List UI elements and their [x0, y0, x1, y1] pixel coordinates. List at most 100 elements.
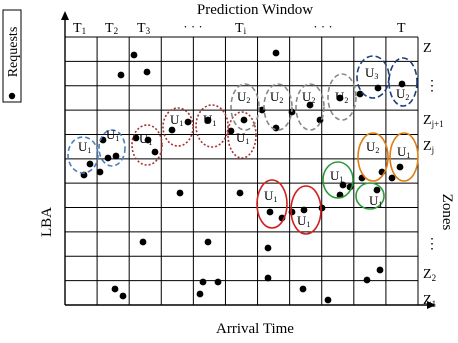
- request-dot: [111, 285, 119, 293]
- time-label-t2: T2: [105, 21, 118, 36]
- request-dot: [363, 276, 371, 284]
- cluster-gray_dashed: U2: [263, 83, 293, 131]
- request-dot: [266, 208, 274, 216]
- request-dot: [306, 101, 314, 109]
- cluster-ellipse: [389, 132, 419, 182]
- request-dot: [151, 148, 159, 156]
- request-dot: [264, 274, 272, 282]
- request-dot: [376, 266, 384, 274]
- cluster-label: U1: [106, 127, 119, 143]
- zone-labels: Z ⋮ Zj+1 Zj ⋮ Z2 Z1: [423, 41, 444, 309]
- cluster-label: U1: [369, 193, 382, 209]
- request-dot: [119, 292, 127, 300]
- request-dot: [196, 290, 204, 298]
- request-dot: [264, 244, 272, 252]
- cluster-orange: U2: [357, 132, 389, 182]
- request-dot: [199, 278, 207, 286]
- request-dot: [288, 108, 296, 116]
- request-dot: [130, 51, 138, 59]
- cluster-label: U1: [397, 144, 410, 160]
- zone-label-vdots-bottom: ⋮: [425, 237, 439, 252]
- cluster-dark_red_dotted: U1: [227, 111, 257, 159]
- x-axis-label: Arrival Time: [216, 321, 294, 337]
- cluster-green: U1: [355, 182, 385, 210]
- cluster-label: U1: [203, 112, 216, 128]
- request-dot: [168, 126, 176, 134]
- request-dot: [388, 174, 396, 182]
- cluster-ellipse: [67, 136, 99, 174]
- cluster-label: U3: [365, 65, 378, 81]
- cluster-dark_red_dotted: U1: [195, 104, 229, 148]
- request-dot: [336, 94, 344, 102]
- cluster-label: U1: [330, 168, 343, 184]
- time-label-t1: T1: [73, 21, 86, 36]
- cluster-ellipse: [290, 185, 322, 235]
- request-dot: [184, 118, 192, 126]
- time-label-ti: Ti: [235, 21, 247, 36]
- request-dot: [240, 116, 248, 124]
- legend: Requests: [2, 9, 22, 103]
- request-dot: [143, 68, 151, 76]
- request-dot: [300, 206, 308, 214]
- zone-label-zj: Zj: [423, 139, 434, 155]
- zone-label-zj1: Zj+1: [423, 113, 444, 129]
- cluster-red: U1: [290, 185, 322, 235]
- cluster-ellipse: [227, 111, 257, 159]
- cluster-label: U2: [270, 89, 283, 105]
- request-dot: [86, 160, 94, 168]
- cluster-ellipse: [357, 132, 389, 182]
- cluster-label: U1: [236, 130, 249, 146]
- zone-label-vdots-top: ⋮: [425, 79, 439, 94]
- cluster-blue_dashed: U1: [98, 127, 126, 167]
- cluster-ellipse: [256, 179, 288, 229]
- request-dot: [176, 189, 184, 197]
- cluster-green: U1: [322, 161, 354, 199]
- cluster-dark_red_dotted: U1: [131, 124, 163, 166]
- request-dot: [104, 154, 112, 162]
- request-dot: [144, 136, 152, 144]
- request-dot: [373, 186, 381, 194]
- cluster-ellipse: [322, 161, 354, 199]
- legend-label: Requests: [6, 27, 21, 78]
- cluster-ellipse: [195, 104, 229, 148]
- time-label-ellipsis-2: · · ·: [313, 19, 333, 34]
- request-dot: [139, 238, 147, 246]
- legend-box: [2, 9, 22, 103]
- y-axis-arrow: [61, 11, 69, 20]
- axes: [61, 11, 436, 309]
- request-dot: [227, 127, 235, 135]
- request-dot: [339, 181, 347, 189]
- cluster-label: U1: [297, 213, 310, 229]
- request-dot: [204, 116, 212, 124]
- request-dot: [214, 278, 222, 286]
- cluster-ellipse: [230, 83, 260, 131]
- cluster-label: U1: [264, 188, 277, 204]
- cluster-gray_dashed: U2: [230, 83, 260, 131]
- cluster-navy_dashed: U2: [388, 57, 418, 107]
- cluster-ellipse: [327, 73, 357, 121]
- time-labels: T1 T2 T3 · · · Ti · · · T: [73, 19, 406, 36]
- x-axis-arrow: [427, 301, 436, 309]
- time-label-t3: T3: [137, 21, 151, 36]
- cluster-label: U2: [335, 89, 348, 105]
- cluster-gray_dashed: U2: [327, 73, 357, 121]
- zone-label-z1: Z1: [423, 293, 436, 309]
- cluster-blue_dashed: U1: [67, 136, 99, 174]
- zone-label-z2: Z2: [423, 267, 436, 283]
- cluster-ellipse: [355, 182, 385, 210]
- cluster-ellipse: [263, 83, 293, 131]
- request-dot: [318, 204, 326, 212]
- cluster-ellipse: [98, 129, 126, 167]
- request-dot: [96, 168, 104, 176]
- cluster-ellipse: [162, 107, 194, 147]
- request-dot: [324, 296, 332, 304]
- cluster-label: U2: [366, 139, 379, 155]
- request-dot: [112, 152, 120, 160]
- cluster-ellipse: [295, 83, 325, 131]
- time-label-t: T: [397, 21, 406, 36]
- cluster-label: U1: [78, 139, 91, 155]
- cluster-gray_dashed: U2: [295, 83, 325, 131]
- cluster-ellipse: [388, 57, 418, 107]
- request-dot: [396, 163, 404, 171]
- request-dot: [398, 80, 406, 88]
